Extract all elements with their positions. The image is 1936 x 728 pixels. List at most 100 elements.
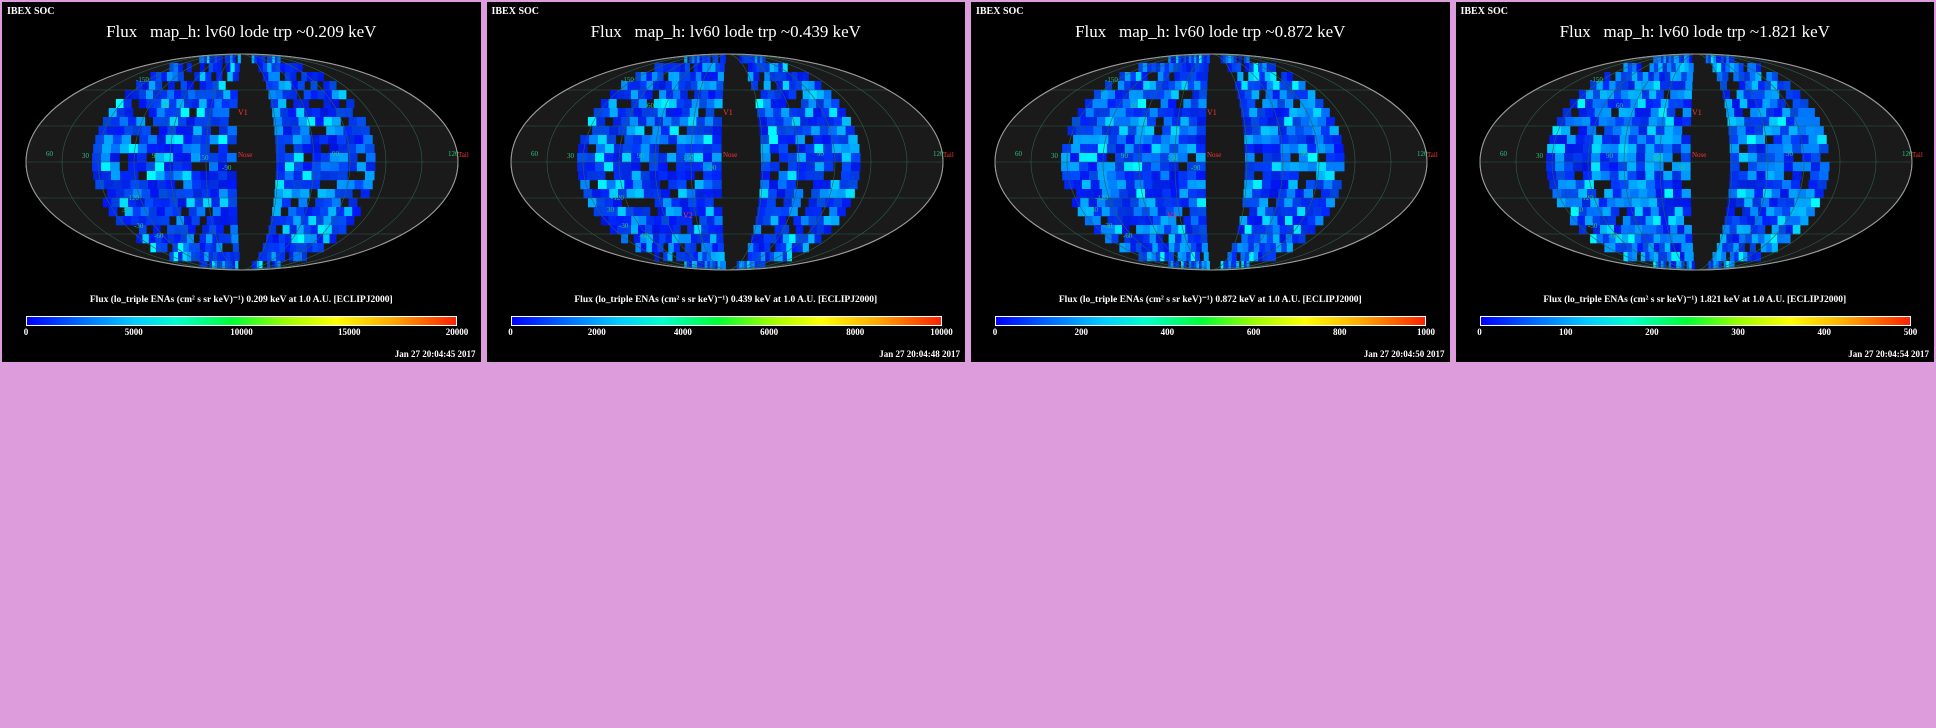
- grid-label: 30: [1091, 206, 1099, 214]
- grid-label: -60: [1123, 232, 1133, 240]
- timestamp: Jan 27 20:04:50 2017: [1363, 349, 1445, 359]
- panels-row: IBEX SOC Flux map_h: lv60 lode trp ~0.209…: [1, 1, 1935, 363]
- grid-label: -150: [1105, 76, 1118, 84]
- v1-marker-label: V1: [1207, 108, 1217, 117]
- colorbar: [510, 316, 942, 326]
- colorbar-label: Flux (lo_triple ENAs (cm² s sr keV)⁻¹) 0…: [89, 295, 393, 305]
- grid-label: 60: [531, 150, 539, 158]
- tail-marker-label: Tail: [458, 151, 469, 159]
- colorbar-tick: 0: [508, 327, 513, 337]
- colorbar-tick: 5000: [124, 327, 143, 337]
- grid-label: -120: [1580, 194, 1593, 202]
- grid-label: 60: [1616, 102, 1624, 110]
- nose-marker-label: Nose: [723, 151, 737, 159]
- grid-label: 60: [46, 150, 54, 158]
- org-label: IBEX SOC: [976, 6, 1024, 17]
- grid-label: 90: [1606, 152, 1614, 160]
- tail-marker-label: Tail: [1427, 151, 1438, 159]
- v1-marker-label: V1: [723, 108, 733, 117]
- grid-label: -150: [621, 76, 634, 84]
- colorbar-tick: 20000: [445, 327, 469, 337]
- colorbar-tick: 400: [1160, 327, 1175, 337]
- grid-label: -30: [134, 222, 144, 230]
- colorbar-label: Flux (lo_triple ENAs (cm² s sr keV)⁻¹) 0…: [1058, 295, 1362, 305]
- grid-label: 150: [683, 154, 694, 162]
- grid-label: 90: [1121, 152, 1129, 160]
- colorbar-tick: 10000: [930, 327, 953, 337]
- v2-marker-label: V2: [683, 211, 693, 220]
- colorbar-tick: 1000: [1417, 327, 1435, 337]
- grid-label: 30: [607, 206, 615, 214]
- grid-label: -90: [1676, 164, 1686, 172]
- grid-label: 60: [162, 102, 170, 110]
- grid-label: -30: [1103, 222, 1113, 230]
- grid-label: 30: [1051, 152, 1059, 160]
- grid-label: -150: [1590, 76, 1603, 84]
- v1-marker-label: V1: [238, 108, 248, 117]
- colorbar-tick: 400: [1817, 327, 1832, 337]
- colorbar-tick: 4000: [673, 327, 692, 337]
- grid-label: 120: [448, 150, 459, 158]
- colorbar-tick: 6000: [760, 327, 779, 337]
- colorbar-tick: 500: [1903, 327, 1918, 337]
- v2-marker-label: V2: [1167, 211, 1177, 220]
- grid-label: 60: [1500, 150, 1508, 158]
- colorbar-tick: 8000: [846, 327, 865, 337]
- sky-map: 60 30 90 90 120 150 -90 -120 -150 60 30 -30 -60 V1 Nos…: [1479, 53, 1923, 271]
- v1-marker-label: V1: [1692, 108, 1702, 117]
- colorbar-label: Flux (lo_triple ENAs (cm² s sr keV)⁻¹) 1…: [1543, 295, 1847, 305]
- grid-label: 90: [1786, 150, 1794, 158]
- grid-label: 30: [567, 152, 575, 160]
- colorbar-tick: 0: [23, 327, 29, 337]
- timestamp: Jan 27 20:04:48 2017: [879, 349, 960, 359]
- nose-marker-label: Nose: [238, 151, 252, 159]
- colorbar-tick: 0: [1477, 327, 1482, 337]
- sky-map: 60 30 90 90 120 150 -90 -120 -150 60 30 -30 -60 V1 Nos…: [994, 53, 1438, 271]
- grid-label: 90: [152, 152, 160, 160]
- colorbar-tick: 800: [1333, 327, 1347, 337]
- org-label: IBEX SOC: [7, 6, 55, 17]
- grid-label: -90: [222, 164, 232, 172]
- panel-title: Flux map_h: lv60 lode trp ~1.821 keV: [1559, 22, 1830, 41]
- colorbar-ticks: 0 100 200 300 400 500: [1477, 327, 1917, 339]
- colorbar-tick: 10000: [230, 327, 253, 337]
- grid-label: 30: [122, 206, 130, 214]
- panel-title: Flux map_h: lv60 lode trp ~0.209 keV: [106, 22, 377, 41]
- grid-label: 90: [1301, 150, 1309, 158]
- grid-label: -90: [707, 164, 717, 172]
- grid-label: 150: [1167, 154, 1178, 162]
- colorbar: [1479, 316, 1911, 326]
- timestamp: Jan 27 20:04:54 2017: [1848, 349, 1929, 359]
- colorbar-ticks: 0 200 400 600 800 1000: [993, 327, 1435, 339]
- colorbar-tick: 600: [1246, 327, 1261, 337]
- grid-label: 150: [1652, 154, 1663, 162]
- colorbar-ticks: 0 2000 4000 6000 8000 10000: [508, 327, 953, 339]
- colorbar-tick: 300: [1731, 327, 1745, 337]
- sky-map: 60 30 90 90 120 150 -90 -120 -150 60 30 -30 -60 V1 Nos…: [25, 53, 469, 271]
- grid-label: 60: [1131, 102, 1139, 110]
- colorbar-tick: 15000: [338, 327, 361, 337]
- colorbar-ticks: 0 5000 10000 15000 20000: [23, 327, 469, 339]
- grid-label: -120: [126, 194, 139, 202]
- colorbar-tick: 100: [1558, 327, 1573, 337]
- grid-label: 30: [1536, 152, 1544, 160]
- nose-marker-label: Nose: [1207, 151, 1221, 159]
- nose-marker-label: Nose: [1692, 151, 1706, 159]
- map-panel-4: IBEX SOC Flux map_h: lv60 lode trp ~1.821…: [1454, 1, 1935, 363]
- sky-map: 60 30 90 90 120 150 -90 -120 -150 60 30 -30 -60 V1 Nos…: [510, 53, 954, 271]
- grid-label: -120: [1095, 194, 1108, 202]
- panel-title: Flux map_h: lv60 lode trp ~0.439 keV: [590, 22, 861, 41]
- tail-marker-label: Tail: [943, 151, 954, 159]
- map-panel-2: IBEX SOC Flux map_h: lv60 lode trp ~0.439…: [485, 1, 966, 363]
- grid-label: 60: [1015, 150, 1023, 158]
- tail-marker-label: Tail: [1912, 151, 1923, 159]
- grid-label: -120: [611, 194, 624, 202]
- panel-title: Flux map_h: lv60 lode trp ~0.872 keV: [1075, 22, 1346, 41]
- org-label: IBEX SOC: [491, 6, 540, 17]
- colorbar: [26, 316, 457, 326]
- grid-label: 120: [1417, 150, 1428, 158]
- colorbar-tick: 2000: [587, 327, 606, 337]
- grid-label: -60: [154, 232, 164, 240]
- grid-label: -60: [1608, 232, 1618, 240]
- grid-label: -30: [1588, 222, 1598, 230]
